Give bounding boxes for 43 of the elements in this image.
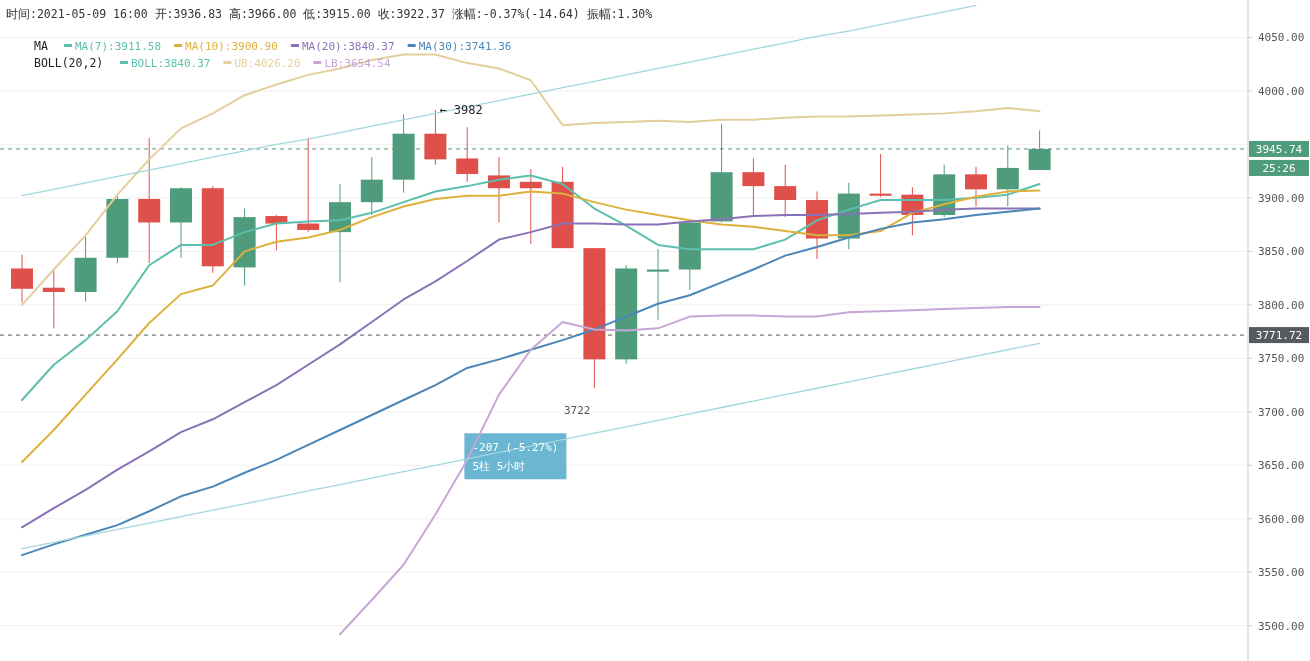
candlestick <box>647 248 669 321</box>
legend-label: BOLL:3840.37 <box>131 57 211 70</box>
y-tick-label: 3700.00 <box>1258 405 1305 419</box>
ref-line-label: 3945.74 <box>1255 142 1303 156</box>
annotation: 5柱 5小时 <box>472 460 526 474</box>
candlestick <box>360 156 383 216</box>
legend-label: MA(10):3900.90 <box>185 40 278 53</box>
legend-label: MA(20):3840.37 <box>301 40 395 53</box>
candlestick <box>11 254 33 304</box>
y-tick-label: 3600.00 <box>1258 512 1305 526</box>
candlestick <box>869 153 892 198</box>
y-tick-label: 3750.00 <box>1258 352 1305 366</box>
text: 25:26 <box>1262 161 1296 175</box>
legend-label: MA(30):3741.36 <box>418 40 512 53</box>
annotation: MA <box>34 39 48 53</box>
legend-label: UB:4026.20 <box>234 57 301 70</box>
candlestick <box>297 137 320 233</box>
candlestick <box>742 157 765 216</box>
annotation: -207 (-5.27%) <box>472 441 559 455</box>
candlestick <box>774 164 797 218</box>
y-tick-label: 3650.00 <box>1258 459 1305 473</box>
y-tick-label: 3500.00 <box>1258 619 1305 633</box>
y-tick-label: 3800.00 <box>1258 298 1305 312</box>
candlestick <box>456 126 479 183</box>
line-series <box>339 305 1041 636</box>
y-tick-label: 3850.00 <box>1258 245 1305 259</box>
candlestick <box>519 168 542 245</box>
y-tick-label: 3900.00 <box>1258 191 1305 205</box>
candlestick <box>138 137 161 264</box>
legend-label: MA(7):3911.58 <box>75 40 162 53</box>
y-tick-label: 3550.00 <box>1258 566 1305 580</box>
ref-line-label: 3771.72 <box>1255 329 1303 343</box>
annotation: 3722 <box>563 404 591 418</box>
text: 时间:2021-05-09 16:00 开:3936.83 高:3966.00 低:3915.00 收:3922.37 涨幅:-0.37%(-14.64) 振幅:1.30% <box>6 7 653 21</box>
annotation: BOLL(20,2) <box>34 56 104 70</box>
line-series <box>21 53 1041 306</box>
annotation: ← 3982 <box>439 103 483 118</box>
y-tick-label: 4050.00 <box>1258 31 1305 45</box>
line-series <box>21 342 1041 550</box>
candlestick <box>965 166 987 207</box>
candlestick <box>42 270 65 329</box>
line-series <box>21 174 1041 402</box>
y-tick-label: 4000.00 <box>1258 84 1305 98</box>
